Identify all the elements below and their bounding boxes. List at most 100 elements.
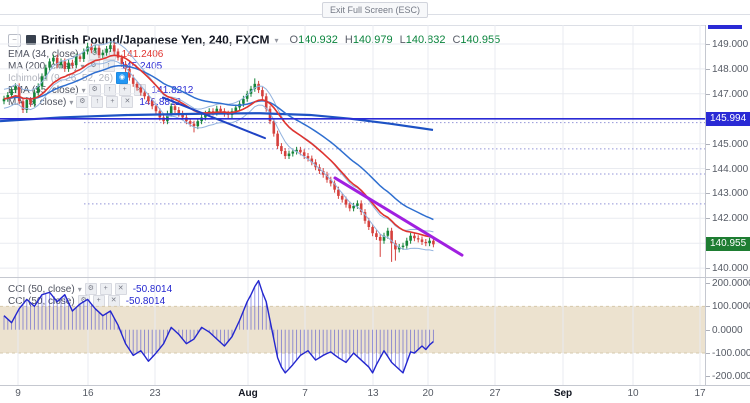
chevron-down-icon[interactable]: ▾ [80, 61, 85, 71]
time-axis-border [0, 385, 750, 386]
candle [55, 54, 59, 69]
candle [135, 80, 139, 91]
ohlc-item: C140.955 [452, 34, 500, 46]
cci-band [0, 306, 705, 354]
indicator-value: 140.8812 [139, 96, 182, 108]
arrow-up-icon[interactable]: ↑ [103, 84, 116, 96]
candle [245, 90, 249, 102]
ema55-line [3, 64, 434, 221]
ohlc-value: 140.955 [460, 34, 501, 46]
plus-icon[interactable]: + [99, 283, 112, 295]
plus-icon[interactable]: + [118, 84, 131, 96]
cci-pane[interactable] [0, 277, 705, 385]
price-tick-label: 144.000 [712, 163, 749, 175]
price-axis[interactable]: 149.000 148.000 147.000 145.000 144.000 143.0… [705, 25, 750, 385]
candle [363, 209, 367, 224]
ohlc-item: L140.832 [400, 34, 446, 46]
time-tick-label: 10 [627, 388, 639, 399]
close-icon[interactable]: ✕ [121, 96, 134, 108]
candle [173, 103, 177, 113]
time-tick-label: 27 [489, 388, 501, 399]
price-tick-label: 145.000 [712, 138, 749, 150]
navy-trendline[interactable] [162, 96, 266, 140]
cci-tick-mark [706, 306, 710, 307]
candle [112, 42, 116, 55]
candle [333, 180, 336, 193]
price-tick-label: 147.000 [712, 88, 749, 100]
candle [329, 176, 333, 187]
ohlc-letter: O [289, 34, 299, 46]
purple-trendline[interactable] [333, 176, 464, 257]
price-badge: 140.955 [706, 237, 750, 252]
chevron-down-icon[interactable]: ▾ [77, 284, 82, 294]
candle [306, 153, 310, 162]
price-tick-mark [706, 169, 710, 170]
price-tick-mark [706, 94, 710, 95]
cci-tick-mark [706, 330, 710, 331]
indicator-name: CCI (50, close) [8, 295, 75, 307]
candle [253, 78, 257, 92]
time-tick-label: 17 [694, 388, 706, 399]
gear-icon[interactable]: ⚙ [88, 84, 101, 96]
indicator-name: EMA (34, close) [8, 48, 79, 60]
candle [17, 83, 21, 105]
eye-icon[interactable]: ◉ [116, 72, 129, 84]
candle [25, 97, 29, 113]
pane-separator[interactable] [0, 277, 750, 278]
time-tick-label: Sep [553, 388, 573, 399]
candle [424, 238, 428, 247]
candle [325, 171, 329, 183]
candle [295, 146, 298, 155]
chevron-down-icon[interactable]: ▾ [81, 85, 86, 95]
price-tick-label: 142.000 [712, 213, 749, 225]
chart-canvas[interactable]: − British Pound/Japanese Yen, 240, FXCM … [0, 25, 705, 385]
indicator-value: -50.8014 [125, 295, 166, 307]
candle [2, 95, 6, 105]
candle [287, 150, 291, 160]
candle [90, 43, 93, 54]
candle [143, 89, 146, 100]
candle [109, 41, 112, 52]
candle [405, 237, 409, 249]
time-tick-label: 16 [82, 388, 94, 399]
candle [10, 87, 13, 99]
cci-tick-label: -200.0000 [712, 371, 750, 383]
candle [420, 236, 424, 245]
price-pane[interactable] [0, 25, 705, 277]
ohlc-letter: C [452, 34, 461, 46]
cci-tick-mark [706, 283, 710, 284]
candle [257, 80, 260, 94]
ma200-line [0, 112, 434, 131]
cci-line [3, 279, 434, 374]
time-tick-label: Aug [238, 388, 258, 399]
price-tick-mark [706, 144, 710, 145]
indicator-value: 141.8212 [151, 84, 194, 96]
candle [166, 110, 169, 125]
chevron-down-icon[interactable]: ▾ [69, 97, 74, 107]
candle [428, 237, 431, 247]
indicator-name: CCI (50, close) [8, 283, 75, 295]
time-axis[interactable]: 9 16 23 Aug 7 13 20 27 Sep 10 17 [0, 385, 750, 403]
plus-icon[interactable]: + [106, 96, 119, 108]
candle [71, 59, 74, 69]
price-tick-label: 143.000 [712, 188, 749, 200]
candle [97, 44, 101, 59]
time-tick-label: 9 [15, 388, 21, 399]
indicator-value: 141.2406 [121, 48, 164, 60]
ohlc-value: 140.832 [405, 34, 446, 46]
close-icon[interactable]: ✕ [114, 283, 127, 295]
candle [340, 192, 344, 203]
price-tick-mark [706, 268, 710, 269]
candle [105, 45, 108, 56]
ohlc-item: O140.932 [290, 34, 338, 46]
arrow-up-icon[interactable]: ↑ [91, 96, 104, 108]
price-tick-mark [706, 218, 710, 219]
candle [268, 105, 272, 125]
symbol-caret-icon[interactable]: ▾ [274, 35, 279, 45]
indicator-name: MA (200, close) [8, 60, 78, 72]
candle [397, 243, 401, 253]
symbol-flag-icon [26, 35, 36, 45]
time-tick-label: 23 [149, 388, 161, 399]
candle [280, 143, 283, 155]
